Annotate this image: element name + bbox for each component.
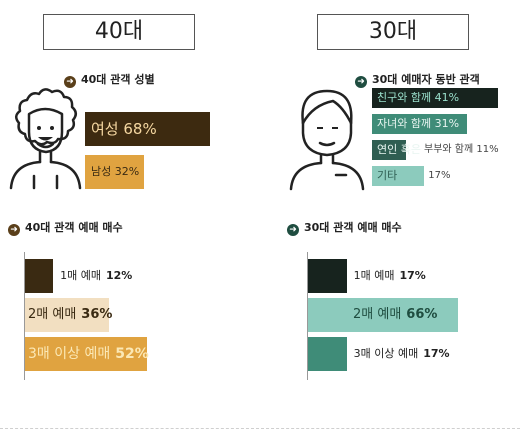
bar-label-text: 1매 예매 bbox=[60, 269, 101, 282]
bar-label-text: 2매 예매 bbox=[28, 307, 77, 322]
chart-30s-companion: 친구와 함께 41% 자녀와 함께 31% 연인 혹은 부부와 함께 11% 기타 17% bbox=[372, 88, 512, 188]
circle-arrow-right-icon: ➜ bbox=[355, 76, 367, 88]
bar-label-inside: 친구와 함께 41% bbox=[377, 91, 460, 104]
bar-tickets-2 bbox=[308, 337, 347, 371]
bar-label: 3매 이상 예매 17% bbox=[354, 337, 450, 371]
chart-40s-tickets: 1매 예매 12% 2매 예매 36% 3매 이상 예매 52% bbox=[24, 252, 214, 380]
circle-arrow-right-icon: ➜ bbox=[64, 76, 76, 88]
chart-40s-gender: 여성 68% 남성 32% bbox=[85, 112, 225, 192]
bar-label-text: 1매 예매 bbox=[353, 269, 395, 282]
bar-label: 남성 32% bbox=[91, 165, 140, 178]
section-title-30s-tickets: ➜ 30대 관객 예매 매수 bbox=[287, 219, 402, 236]
bar-label-pct: 52% bbox=[115, 346, 149, 362]
bar-label: 1매 예매 17% bbox=[354, 259, 426, 293]
bar-male bbox=[85, 155, 144, 189]
bar-tickets-0 bbox=[25, 259, 54, 293]
bar-female bbox=[85, 112, 210, 146]
bar-companion-3 bbox=[372, 166, 425, 186]
bar-label: 1매 예매 12% bbox=[60, 259, 132, 293]
bar-label-pct: 17% bbox=[423, 347, 450, 360]
bar-label-text: 2매 예매 bbox=[353, 307, 402, 322]
bar-label-inside: 자녀와 함께 31% bbox=[377, 117, 460, 130]
chart-axis bbox=[24, 252, 25, 380]
woman-curly-hair-icon bbox=[9, 88, 82, 190]
section-title-30s-companion: ➜ 30대 예매자 동반 관객 bbox=[355, 71, 480, 88]
bar-tickets-0 bbox=[308, 259, 347, 293]
bar-label-pct: 12% bbox=[106, 269, 133, 282]
man-icon bbox=[289, 89, 365, 191]
bar-label: 여성 68% bbox=[91, 120, 157, 138]
bar-companion-2 bbox=[372, 140, 406, 160]
bar-tickets-1 bbox=[25, 298, 110, 332]
bar-label: 2매 예매 36% bbox=[28, 298, 112, 332]
bar-label-text: 3매 이상 예매 bbox=[28, 346, 111, 362]
bar-tickets-2 bbox=[25, 337, 147, 371]
circle-arrow-right-icon: ➜ bbox=[8, 224, 20, 236]
header-40s: 40대 bbox=[43, 14, 195, 50]
bar-label-outside: 부부와 함께 11% bbox=[424, 144, 499, 155]
bar-label: 3매 이상 예매 52% bbox=[28, 337, 149, 371]
section-title-40s-tickets: ➜ 40대 관객 예매 매수 bbox=[8, 219, 123, 236]
section-title-40s-gender: ➜ 40대 관객 성별 bbox=[64, 71, 155, 88]
bar-label-text: 3매 이상 예매 bbox=[353, 347, 419, 360]
bar-label-pct: 36% bbox=[81, 307, 113, 322]
bottom-divider bbox=[0, 428, 520, 429]
chart-30s-tickets: 1매 예매 17% 2매 예매 66% 3매 이상 예매 17% bbox=[307, 252, 507, 380]
bar-companion-0 bbox=[372, 88, 498, 108]
bar-companion-1 bbox=[372, 114, 468, 134]
bar-label: 2매 예매 66% bbox=[353, 298, 437, 332]
header-30s: 30대 bbox=[317, 14, 469, 50]
circle-arrow-right-icon: ➜ bbox=[287, 224, 299, 236]
chart-axis bbox=[307, 252, 308, 380]
bar-label-pct: 66% bbox=[406, 307, 438, 322]
bar-label-outside: 17% bbox=[428, 170, 451, 181]
bar-label-inside: 연인 혹은 bbox=[377, 143, 421, 156]
bar-tickets-1 bbox=[308, 298, 458, 332]
bar-label-pct: 17% bbox=[399, 269, 426, 282]
bar-label-inside: 기타 bbox=[377, 169, 398, 182]
